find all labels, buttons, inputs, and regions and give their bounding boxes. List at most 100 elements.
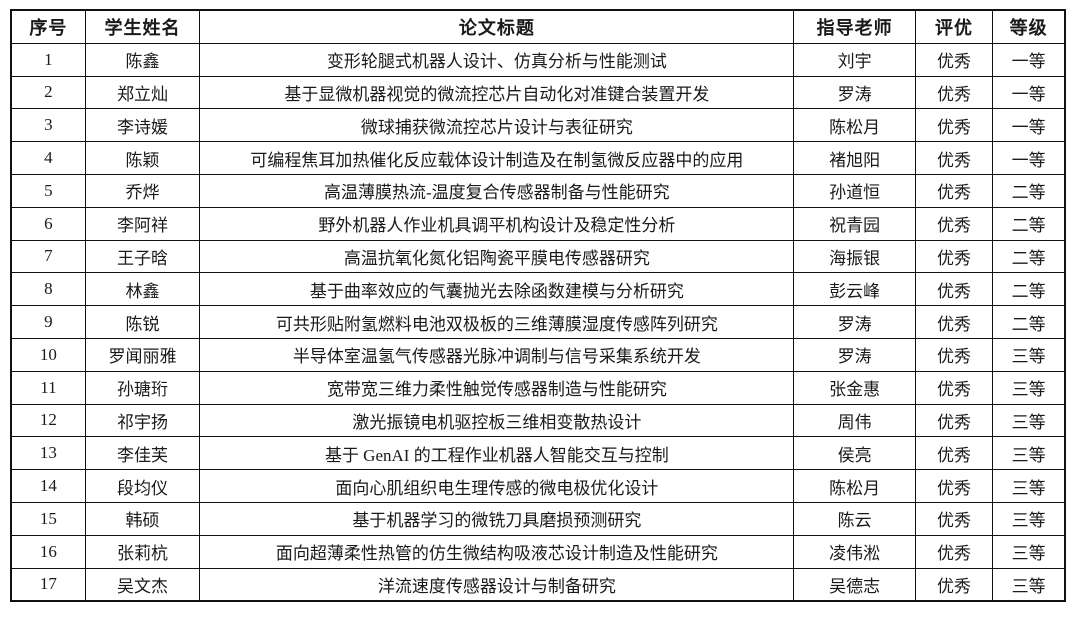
cell-grade: 二等	[992, 272, 1066, 307]
cell-no: 7	[10, 239, 86, 274]
cell-grade: 三等	[992, 567, 1066, 602]
header-rating: 评优	[914, 9, 994, 44]
cell-rating: 优秀	[914, 403, 994, 438]
table-row: 5 乔烨 高温薄膜热流-温度复合传感器制备与性能研究 孙道恒 优秀 二等	[10, 173, 1066, 208]
header-advisor: 指导老师	[793, 9, 916, 44]
cell-rating: 优秀	[914, 141, 994, 175]
cell-student-name: 韩硕	[84, 501, 201, 536]
cell-thesis-title: 野外机器人作业机具调平机构设计及稳定性分析	[199, 206, 795, 241]
header-row: 序号 学生姓名 论文标题 指导老师 评优 等级	[10, 9, 1066, 44]
cell-grade: 二等	[992, 239, 1066, 274]
cell-grade: 三等	[992, 469, 1066, 503]
cell-student-name: 张莉杭	[84, 534, 201, 569]
cell-thesis-title: 高温薄膜热流-温度复合传感器制备与性能研究	[199, 173, 795, 208]
cell-thesis-title: 高温抗氧化氮化铝陶瓷平膜电传感器研究	[199, 239, 795, 274]
cell-thesis-title: 面向超薄柔性热管的仿生微结构吸液芯设计制造及性能研究	[199, 534, 795, 569]
cell-student-name: 林鑫	[84, 272, 201, 307]
cell-rating: 优秀	[914, 501, 994, 536]
cell-grade: 二等	[992, 206, 1066, 241]
table-header: 序号 学生姓名 论文标题 指导老师 评优 等级	[10, 9, 1066, 44]
cell-no: 15	[10, 501, 86, 536]
table-row: 16 张莉杭 面向超薄柔性热管的仿生微结构吸液芯设计制造及性能研究 凌伟淞 优秀 三等	[10, 534, 1066, 569]
cell-student-name: 李诗媛	[84, 108, 201, 143]
cell-advisor: 刘宇	[793, 42, 916, 77]
table-row: 12 祁宇扬 激光振镜电机驱控板三维相变散热设计 周伟 优秀 三等	[10, 403, 1066, 438]
cell-thesis-title: 半导体室温氢气传感器光脉冲调制与信号采集系统开发	[199, 337, 795, 372]
cell-rating: 优秀	[914, 305, 994, 339]
cell-advisor: 陈云	[793, 501, 916, 536]
cell-no: 3	[10, 108, 86, 143]
cell-advisor: 侯亮	[793, 436, 916, 471]
table-row: 9 陈锐 可共形贴附氢燃料电池双极板的三维薄膜湿度传感阵列研究 罗涛 优秀 二等	[10, 305, 1066, 339]
cell-thesis-title: 激光振镜电机驱控板三维相变散热设计	[199, 403, 795, 438]
cell-student-name: 祁宇扬	[84, 403, 201, 438]
cell-advisor: 祝青园	[793, 206, 916, 241]
cell-grade: 三等	[992, 403, 1066, 438]
cell-advisor: 褚旭阳	[793, 141, 916, 175]
cell-thesis-title: 基于显微机器视觉的微流控芯片自动化对准键合装置开发	[199, 75, 795, 110]
cell-grade: 一等	[992, 42, 1066, 77]
cell-rating: 优秀	[914, 42, 994, 77]
thesis-grade-table: 序号 学生姓名 论文标题 指导老师 评优 等级 1 陈鑫 变形轮腿式机器人设计、仿真…	[10, 9, 1066, 603]
header-thesis-title: 论文标题	[199, 9, 795, 44]
cell-advisor: 罗涛	[793, 75, 916, 110]
cell-advisor: 罗涛	[793, 305, 916, 339]
cell-rating: 优秀	[914, 436, 994, 471]
table-row: 4 陈颖 可编程焦耳加热催化反应载体设计制造及在制氢微反应器中的应用 褚旭阳 优秀 一等	[10, 141, 1066, 175]
cell-grade: 三等	[992, 534, 1066, 569]
cell-student-name: 孙瑭珩	[84, 370, 201, 405]
cell-rating: 优秀	[914, 567, 994, 602]
cell-advisor: 彭云峰	[793, 272, 916, 307]
table-row: 7 王子晗 高温抗氧化氮化铝陶瓷平膜电传感器研究 海振银 优秀 二等	[10, 239, 1066, 274]
cell-rating: 优秀	[914, 75, 994, 110]
cell-no: 2	[10, 75, 86, 110]
cell-advisor: 吴德志	[793, 567, 916, 602]
cell-rating: 优秀	[914, 534, 994, 569]
cell-thesis-title: 面向心肌组织电生理传感的微电极优化设计	[199, 469, 795, 503]
cell-thesis-title: 可共形贴附氢燃料电池双极板的三维薄膜湿度传感阵列研究	[199, 305, 795, 339]
table-row: 13 李佳芙 基于 GenAI 的工程作业机器人智能交互与控制 侯亮 优秀 三等	[10, 436, 1066, 471]
cell-grade: 三等	[992, 370, 1066, 405]
cell-student-name: 王子晗	[84, 239, 201, 274]
cell-grade: 三等	[992, 337, 1066, 372]
cell-grade: 二等	[992, 305, 1066, 339]
cell-grade: 一等	[992, 108, 1066, 143]
table-row: 6 李阿祥 野外机器人作业机具调平机构设计及稳定性分析 祝青园 优秀 二等	[10, 206, 1066, 241]
table-row: 1 陈鑫 变形轮腿式机器人设计、仿真分析与性能测试 刘宇 优秀 一等	[10, 42, 1066, 77]
cell-rating: 优秀	[914, 173, 994, 208]
header-no: 序号	[10, 9, 86, 44]
table-row: 14 段均仪 面向心肌组织电生理传感的微电极优化设计 陈松月 优秀 三等	[10, 469, 1066, 503]
cell-rating: 优秀	[914, 206, 994, 241]
cell-thesis-title: 基于机器学习的微铣刀具磨损预测研究	[199, 501, 795, 536]
cell-advisor: 陈松月	[793, 108, 916, 143]
cell-no: 4	[10, 141, 86, 175]
cell-thesis-title: 可编程焦耳加热催化反应载体设计制造及在制氢微反应器中的应用	[199, 141, 795, 175]
cell-thesis-title: 宽带宽三维力柔性触觉传感器制造与性能研究	[199, 370, 795, 405]
cell-student-name: 李佳芙	[84, 436, 201, 471]
cell-advisor: 张金惠	[793, 370, 916, 405]
cell-rating: 优秀	[914, 469, 994, 503]
cell-rating: 优秀	[914, 337, 994, 372]
cell-student-name: 李阿祥	[84, 206, 201, 241]
cell-advisor: 孙道恒	[793, 173, 916, 208]
cell-student-name: 吴文杰	[84, 567, 201, 602]
cell-no: 5	[10, 173, 86, 208]
cell-no: 13	[10, 436, 86, 471]
cell-advisor: 凌伟淞	[793, 534, 916, 569]
cell-student-name: 段均仪	[84, 469, 201, 503]
cell-no: 12	[10, 403, 86, 438]
cell-no: 1	[10, 42, 86, 77]
cell-no: 11	[10, 370, 86, 405]
table-row: 11 孙瑭珩 宽带宽三维力柔性触觉传感器制造与性能研究 张金惠 优秀 三等	[10, 370, 1066, 405]
cell-no: 16	[10, 534, 86, 569]
table-row: 10 罗闻丽雅 半导体室温氢气传感器光脉冲调制与信号采集系统开发 罗涛 优秀 三等	[10, 337, 1066, 372]
cell-grade: 一等	[992, 141, 1066, 175]
cell-advisor: 周伟	[793, 403, 916, 438]
header-student-name: 学生姓名	[84, 9, 201, 44]
table-row: 3 李诗媛 微球捕获微流控芯片设计与表征研究 陈松月 优秀 一等	[10, 108, 1066, 143]
cell-student-name: 乔烨	[84, 173, 201, 208]
cell-no: 8	[10, 272, 86, 307]
header-grade: 等级	[992, 9, 1066, 44]
cell-student-name: 陈鑫	[84, 42, 201, 77]
